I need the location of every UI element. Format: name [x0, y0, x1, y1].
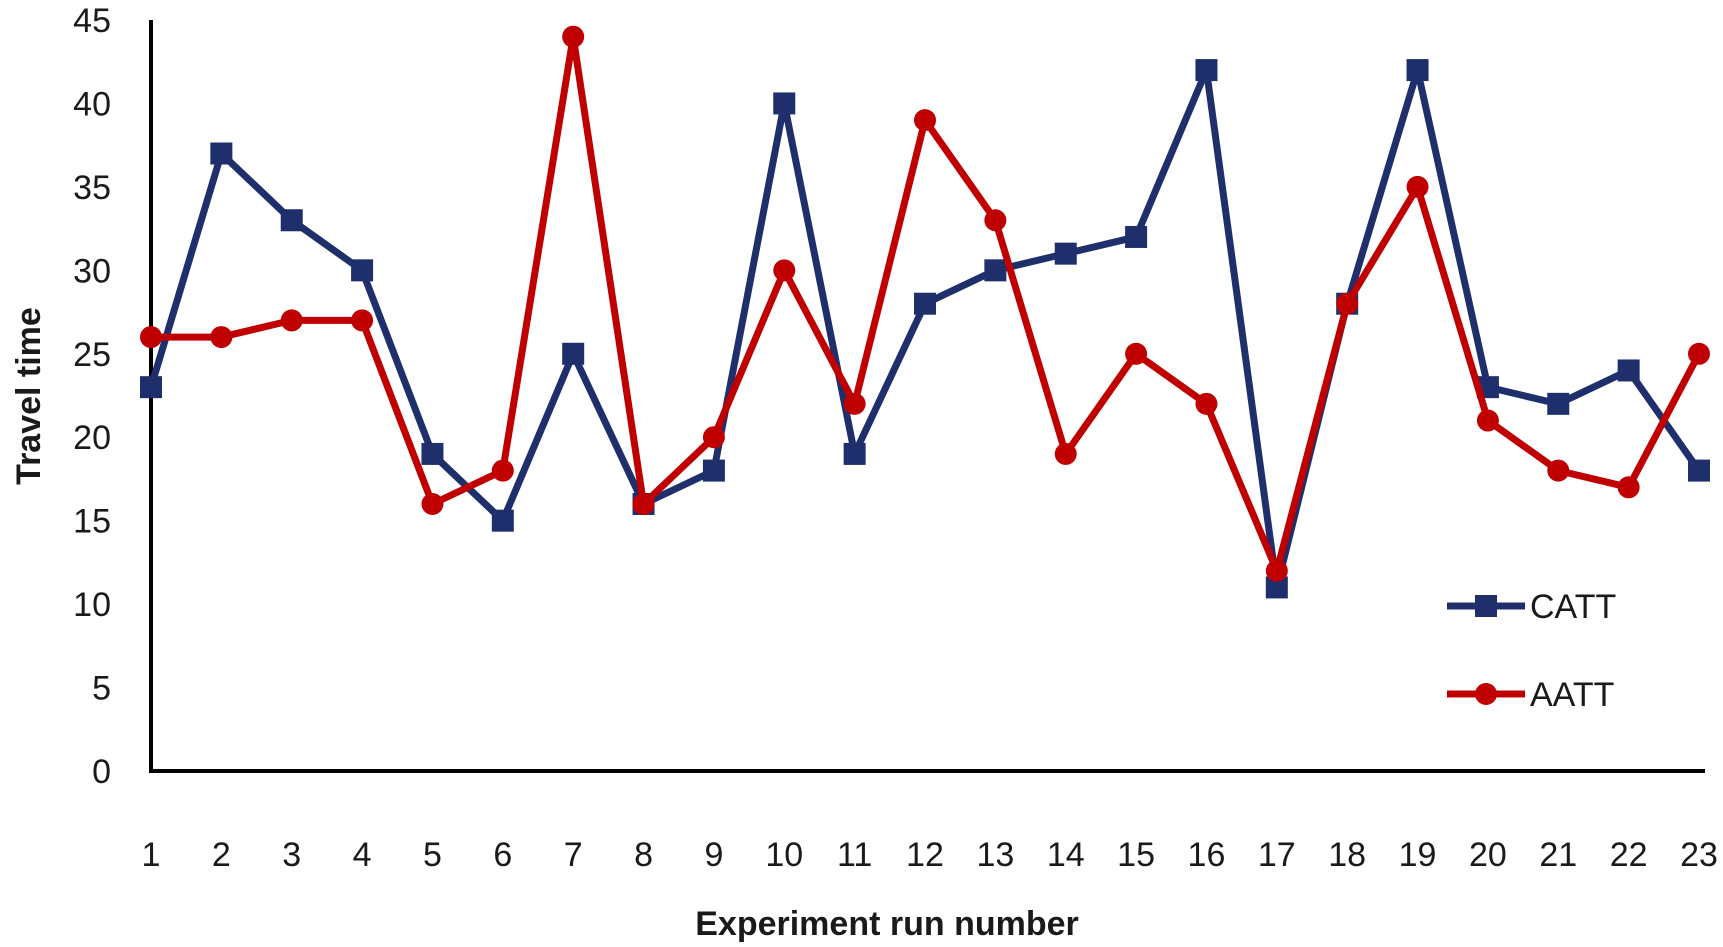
x-tick-label: 6: [493, 836, 512, 874]
data-point-circle: [702, 426, 725, 449]
x-tick-label: 1: [142, 836, 161, 874]
x-tick-label: 22: [1610, 836, 1648, 874]
x-tick-labels: 1 2 3 4 5 6 7 8 9 10 11 12 13 14 15 16 17 18 19 20 21 22 23: [142, 836, 1718, 874]
y-tick-label: 30: [73, 252, 111, 290]
x-tick-label: 13: [976, 836, 1014, 874]
x-tick-label: 20: [1469, 836, 1507, 874]
data-point-square: [421, 442, 444, 465]
x-tick-label: 3: [282, 836, 301, 874]
data-point-circle: [1547, 459, 1570, 482]
data-point-square: [1406, 59, 1429, 82]
legend-item-aatt: AATT: [1447, 676, 1614, 714]
data-point-square: [1617, 359, 1640, 382]
data-point-square: [1547, 392, 1570, 415]
x-tick-label: 17: [1258, 836, 1296, 874]
data-point-circle: [1125, 342, 1148, 365]
data-point-circle: [1195, 392, 1218, 415]
data-point-circle: [843, 392, 866, 415]
data-point-circle: [1265, 559, 1288, 582]
data-point-square: [843, 442, 866, 465]
data-point-circle: [421, 492, 444, 515]
y-tick-labels: 0 5 10 15 20 25 30 35 40 45: [73, 2, 111, 791]
data-point-square: [1125, 225, 1148, 248]
data-point-square: [210, 142, 233, 165]
series-catt: [140, 59, 1710, 599]
data-point-circle: [1054, 442, 1077, 465]
legend: CATT AATT: [1447, 588, 1616, 714]
x-tick-label: 9: [704, 836, 723, 874]
x-tick-label: 2: [212, 836, 231, 874]
data-point-circle: [1476, 409, 1499, 432]
x-tick-label: 21: [1539, 836, 1577, 874]
data-point-circle: [632, 492, 655, 515]
series-layer: [140, 25, 1710, 599]
x-tick-label: 19: [1399, 836, 1437, 874]
data-point-square: [1265, 576, 1288, 599]
x-tick-label: 12: [906, 836, 944, 874]
data-point-square: [702, 459, 725, 482]
data-point-circle: [562, 25, 585, 48]
y-tick-label: 40: [73, 85, 111, 123]
x-tick-label: 15: [1117, 836, 1155, 874]
data-point-circle: [280, 309, 303, 332]
data-point-square: [140, 376, 162, 399]
data-point-square: [280, 209, 303, 232]
y-tick-label: 25: [73, 336, 111, 374]
data-point-circle: [210, 326, 233, 349]
x-tick-label: 4: [353, 836, 372, 874]
data-point-circle: [773, 259, 796, 282]
x-tick-label: 11: [837, 836, 872, 874]
x-tick-label: 10: [765, 836, 803, 874]
x-tick-label: 8: [634, 836, 653, 874]
series-line-catt: [147, 66, 1703, 591]
data-point-square: [351, 259, 374, 282]
legend-marker: [1475, 595, 1497, 617]
data-point-circle: [1617, 476, 1640, 499]
legend-marker: [1475, 683, 1497, 705]
y-tick-label: 10: [73, 586, 111, 624]
legend-label: CATT: [1530, 588, 1616, 626]
data-point-circle: [984, 209, 1007, 232]
y-axis-title: Travel time: [10, 307, 48, 485]
data-point-circle: [1336, 292, 1359, 315]
data-point-circle: [914, 109, 936, 132]
data-point-square: [562, 342, 585, 365]
x-tick-label: 16: [1188, 836, 1226, 874]
data-point-circle: [1688, 342, 1710, 365]
y-tick-label: 5: [92, 670, 111, 708]
data-point-square: [491, 509, 514, 532]
x-tick-label: 7: [564, 836, 583, 874]
legend-label: AATT: [1530, 676, 1614, 714]
x-tick-label: 5: [423, 836, 442, 874]
series-aatt: [140, 25, 1710, 582]
y-tick-label: 20: [73, 419, 111, 457]
data-point-square: [914, 292, 936, 315]
data-point-circle: [351, 309, 374, 332]
x-tick-label: 23: [1680, 836, 1718, 874]
data-point-circle: [1406, 175, 1429, 198]
data-point-square: [1054, 242, 1077, 265]
y-tick-label: 0: [92, 753, 111, 791]
data-point-square: [773, 92, 796, 115]
data-point-square: [1688, 459, 1710, 482]
x-tick-label: 14: [1047, 836, 1085, 874]
data-point-circle: [491, 459, 514, 482]
x-axis-title: Experiment run number: [695, 905, 1079, 943]
y-tick-label: 35: [73, 169, 111, 207]
legend-item-catt: CATT: [1447, 588, 1616, 626]
data-point-square: [1195, 59, 1218, 82]
x-tick-label: 18: [1328, 836, 1366, 874]
axes: [149, 20, 1705, 773]
y-tick-label: 45: [73, 2, 111, 40]
y-tick-label: 15: [73, 503, 111, 541]
data-point-circle: [140, 326, 162, 349]
data-point-square: [984, 259, 1007, 282]
